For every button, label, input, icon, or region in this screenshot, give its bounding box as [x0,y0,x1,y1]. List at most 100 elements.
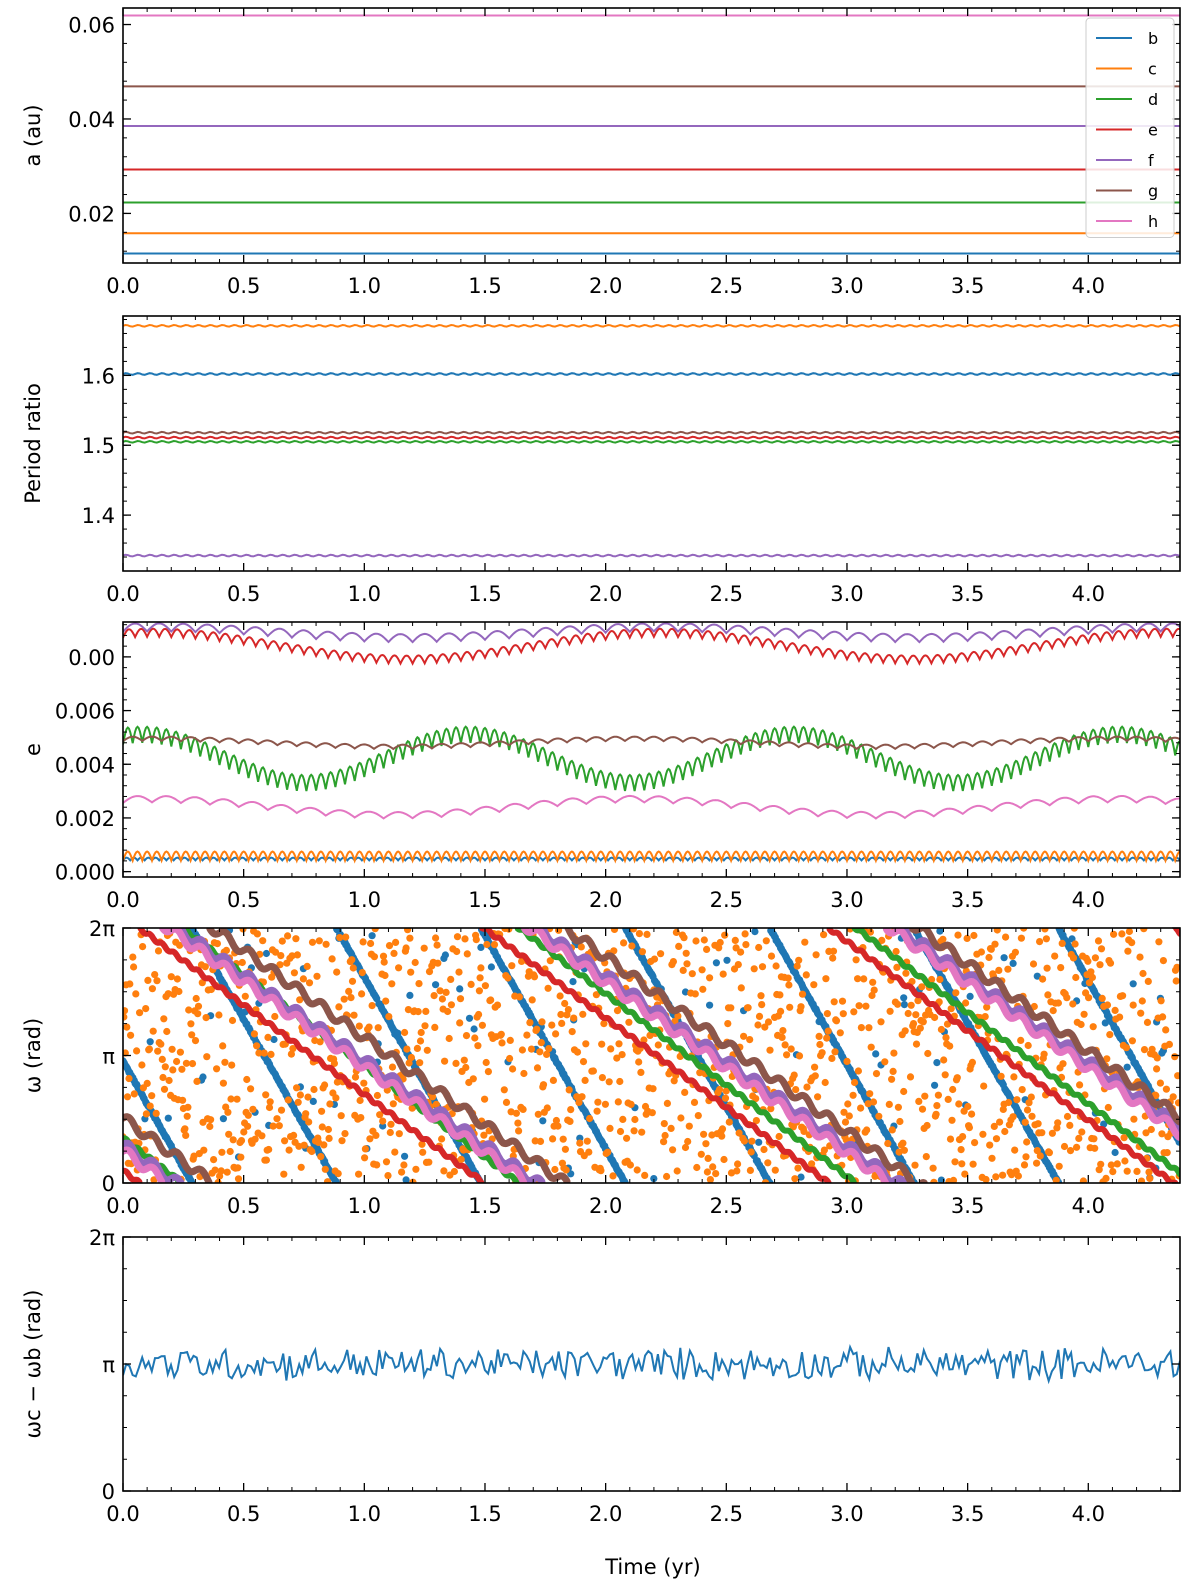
point-c [900,1087,908,1096]
point-c [536,1048,544,1056]
point-c [222,946,230,955]
x-tick-label: 0.0 [106,888,139,912]
point-c [1159,1013,1167,1021]
x-tick-label: 3.5 [951,582,984,606]
point-c [273,1115,281,1123]
series-line-b [123,372,1180,376]
series-g [123,928,1180,1183]
point-b [332,1177,340,1183]
point-c [304,1093,312,1101]
point-c [997,1072,1005,1080]
point-c [406,934,414,942]
point-c [556,992,564,1000]
x-tick-label: 1.5 [468,274,501,298]
point-c [1119,992,1127,1000]
point-c [791,1175,799,1183]
point-c [573,1048,582,1056]
point-c [660,1120,668,1128]
point-c [277,1106,286,1114]
axes-frame [122,7,1181,264]
point-c [706,974,714,982]
point-c [959,1133,967,1141]
point-c [771,1166,779,1174]
point-c [389,1100,397,1108]
point-c [663,1099,672,1107]
point-c [766,1046,774,1054]
point-c [333,1078,341,1086]
point-c [161,1063,169,1071]
point-c [709,1163,717,1171]
point-c [544,984,552,992]
x-tick-label: 3.5 [951,1194,984,1218]
point-c [444,1007,452,1016]
point-c [635,930,644,938]
point-c [1130,1115,1138,1123]
point-c [890,1049,898,1057]
point-c [787,1045,795,1053]
point-c [985,953,993,962]
point-c [566,1117,574,1125]
point-c [164,990,172,998]
point-c [663,1172,671,1181]
point-c [606,1124,614,1132]
point-c [1009,1113,1017,1121]
point-c [718,1132,726,1140]
series-line-g [123,430,1180,435]
point-c [506,1036,514,1044]
point-c [888,1126,896,1134]
point-c [1139,969,1147,978]
point-c [1144,977,1152,986]
x-tick-label: 2.5 [710,888,743,912]
point-c [1084,957,1092,965]
point-c [983,1003,991,1011]
point-c [467,980,475,989]
point-c [497,1030,505,1038]
point-c [289,1045,297,1053]
point-c [875,1112,883,1120]
point-c [316,1038,324,1046]
point-c [238,958,246,967]
point-c [206,1122,214,1131]
point-c [554,1122,562,1130]
point-c [144,976,152,985]
point-c [775,1132,783,1141]
point-c [557,1010,565,1019]
legend-label-d: d [1148,90,1158,109]
point-c [744,1004,752,1012]
point-c [1159,957,1167,965]
point-c [543,1104,551,1112]
point-c [933,1102,941,1110]
point-c [1060,1142,1069,1151]
point-c [812,951,820,959]
point-c [902,969,910,977]
point-c [382,997,390,1005]
point-c [970,931,978,940]
point-c [1030,1002,1038,1011]
point-c [305,979,314,987]
point-c [552,1030,560,1038]
point-c [1077,1020,1085,1029]
point-b [872,1050,880,1058]
point-c [153,977,161,985]
point-c [700,936,708,944]
x-tick-label: 2.0 [589,888,622,912]
point-c [1005,1098,1013,1107]
point-c [609,1172,617,1180]
point-c [1071,940,1079,948]
point-c [411,958,419,967]
point-c [934,1091,943,1099]
point-c [308,1147,316,1156]
point-c [582,1040,590,1048]
point-c [979,1130,987,1138]
point-c [1097,945,1106,953]
point-c [173,1057,181,1066]
point-c [598,1074,607,1082]
point-c [561,999,569,1008]
x-tick-label: 3.5 [951,1502,984,1526]
point-c [988,1154,996,1162]
point-c [762,937,770,945]
point-c [412,1165,420,1173]
point-c [912,1011,920,1019]
series-line-h [123,1146,166,1183]
